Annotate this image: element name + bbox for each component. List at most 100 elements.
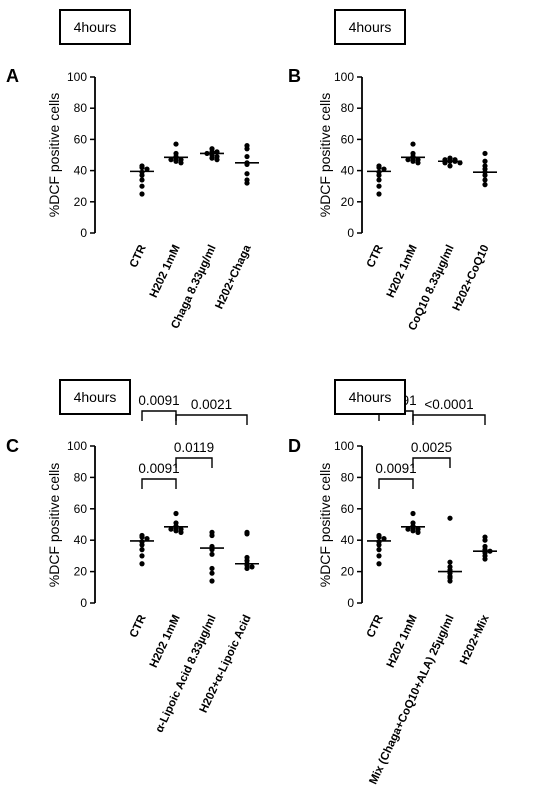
x-category-label: CTR bbox=[128, 613, 149, 640]
data-point bbox=[376, 547, 382, 553]
comparison-bracket bbox=[412, 414, 486, 425]
data-point bbox=[482, 177, 488, 183]
x-category-label: H202+CoQ10 bbox=[451, 243, 492, 313]
y-axis-label: %DCF positive cells bbox=[317, 93, 333, 217]
data-point bbox=[168, 157, 174, 163]
time-label: 4hours bbox=[74, 19, 117, 35]
y-tick-label: 60 bbox=[74, 502, 88, 516]
y-tick-label: 80 bbox=[341, 470, 355, 484]
data-point bbox=[376, 553, 382, 559]
panel-letter: B bbox=[288, 66, 301, 86]
data-point bbox=[376, 534, 382, 540]
x-category-label: H202 1mM bbox=[148, 243, 183, 300]
x-category-label: CTR bbox=[365, 613, 386, 640]
data-point bbox=[173, 528, 179, 534]
p-value-label: 0.0091 bbox=[138, 461, 179, 476]
x-category-label: H202 1mM bbox=[148, 613, 183, 670]
data-point bbox=[482, 182, 488, 188]
y-tick-label: 80 bbox=[74, 470, 88, 484]
time-label: 4hours bbox=[349, 389, 392, 405]
data-point bbox=[168, 526, 174, 532]
data-point bbox=[139, 164, 145, 171]
data-point bbox=[173, 158, 179, 164]
time-label: 4hours bbox=[74, 389, 117, 405]
time-label: 4hours bbox=[349, 19, 392, 35]
comparison-bracket bbox=[378, 478, 414, 489]
data-point bbox=[244, 565, 250, 572]
data-point bbox=[410, 158, 416, 164]
x-category-label: H202+Mix bbox=[458, 613, 492, 667]
data-point bbox=[482, 150, 488, 157]
data-point bbox=[209, 578, 215, 584]
y-tick-label: 20 bbox=[341, 195, 355, 209]
data-point bbox=[173, 141, 179, 147]
data-point bbox=[244, 153, 250, 160]
y-tick-label: 100 bbox=[334, 70, 354, 84]
data-point bbox=[447, 578, 453, 584]
data-point bbox=[139, 534, 145, 540]
data-point bbox=[410, 510, 416, 517]
panel-c: 4hours C 0 20 40 60 80 100 %DCF positive cells CT… bbox=[6, 379, 259, 735]
y-tick-label: 40 bbox=[74, 164, 88, 178]
data-point bbox=[244, 146, 250, 152]
comparison-bracket bbox=[412, 457, 451, 468]
time-label-box bbox=[334, 9, 406, 45]
y-tick-label: 80 bbox=[74, 101, 88, 115]
data-point bbox=[410, 141, 416, 147]
y-tick-label: 100 bbox=[67, 70, 87, 84]
comparison-bracket bbox=[141, 478, 177, 489]
data-point bbox=[244, 180, 250, 186]
time-label-box bbox=[59, 379, 131, 415]
data-point bbox=[482, 158, 488, 164]
y-tick-label: 60 bbox=[341, 132, 355, 146]
panel-letter: D bbox=[288, 436, 301, 456]
panel-letter: C bbox=[6, 436, 19, 456]
data-point bbox=[376, 542, 382, 548]
data-point bbox=[415, 160, 421, 166]
data-point bbox=[209, 570, 215, 576]
time-label-box bbox=[334, 379, 406, 415]
data-point bbox=[381, 166, 387, 172]
data-point bbox=[178, 529, 184, 535]
comparison-bracket bbox=[175, 457, 213, 468]
panel-b: 4hours B 0 20 40 60 80 100%DCF positive cells CT… bbox=[288, 9, 497, 421]
data-point bbox=[209, 565, 215, 572]
data-point bbox=[139, 561, 145, 567]
y-axis-label: %DCF positive cells bbox=[46, 93, 62, 217]
data-point bbox=[139, 172, 145, 178]
data-point bbox=[244, 531, 250, 537]
y-tick-label: 80 bbox=[341, 101, 355, 115]
comparison-bracket bbox=[175, 414, 248, 425]
p-value-label: 0.0119 bbox=[174, 440, 214, 455]
data-point bbox=[139, 177, 145, 183]
data-point bbox=[415, 529, 421, 535]
data-point bbox=[249, 564, 255, 570]
data-point bbox=[209, 532, 215, 539]
data-point bbox=[376, 172, 382, 178]
data-point bbox=[482, 537, 488, 543]
y-axis-label: %DCF positive cells bbox=[46, 463, 62, 587]
panel-d: 4hours D 0 20 40 60 80 100%DCF positive cells CT… bbox=[288, 379, 497, 786]
data-point bbox=[381, 536, 387, 542]
p-value-label: 0.0091 bbox=[138, 393, 179, 408]
data-point bbox=[144, 166, 150, 172]
data-point bbox=[376, 561, 382, 567]
p-value-label: 0.0025 bbox=[411, 440, 452, 455]
x-category-label: Mix (Chaga+CoQ10+ALA) 25µg/ml bbox=[367, 613, 456, 786]
y-axis-label: %DCF positive cells bbox=[317, 463, 333, 587]
panel-letter: A bbox=[6, 66, 19, 86]
data-point bbox=[405, 526, 411, 532]
y-tick-label: 0 bbox=[80, 596, 87, 610]
data-point bbox=[410, 528, 416, 534]
comparison-bracket bbox=[141, 410, 177, 421]
x-category-label: CTR bbox=[128, 243, 149, 270]
y-tick-label: 20 bbox=[341, 565, 355, 579]
panel-a: 4hours A 0 20 40 60 80 100 %DCF positive cells CT… bbox=[6, 9, 259, 421]
data-point bbox=[139, 191, 145, 197]
data-point bbox=[482, 556, 488, 562]
x-category-label: H202+Chaga bbox=[214, 243, 254, 311]
x-category-label: CTR bbox=[365, 243, 386, 270]
data-point bbox=[173, 510, 179, 517]
y-tick-label: 100 bbox=[67, 439, 87, 453]
